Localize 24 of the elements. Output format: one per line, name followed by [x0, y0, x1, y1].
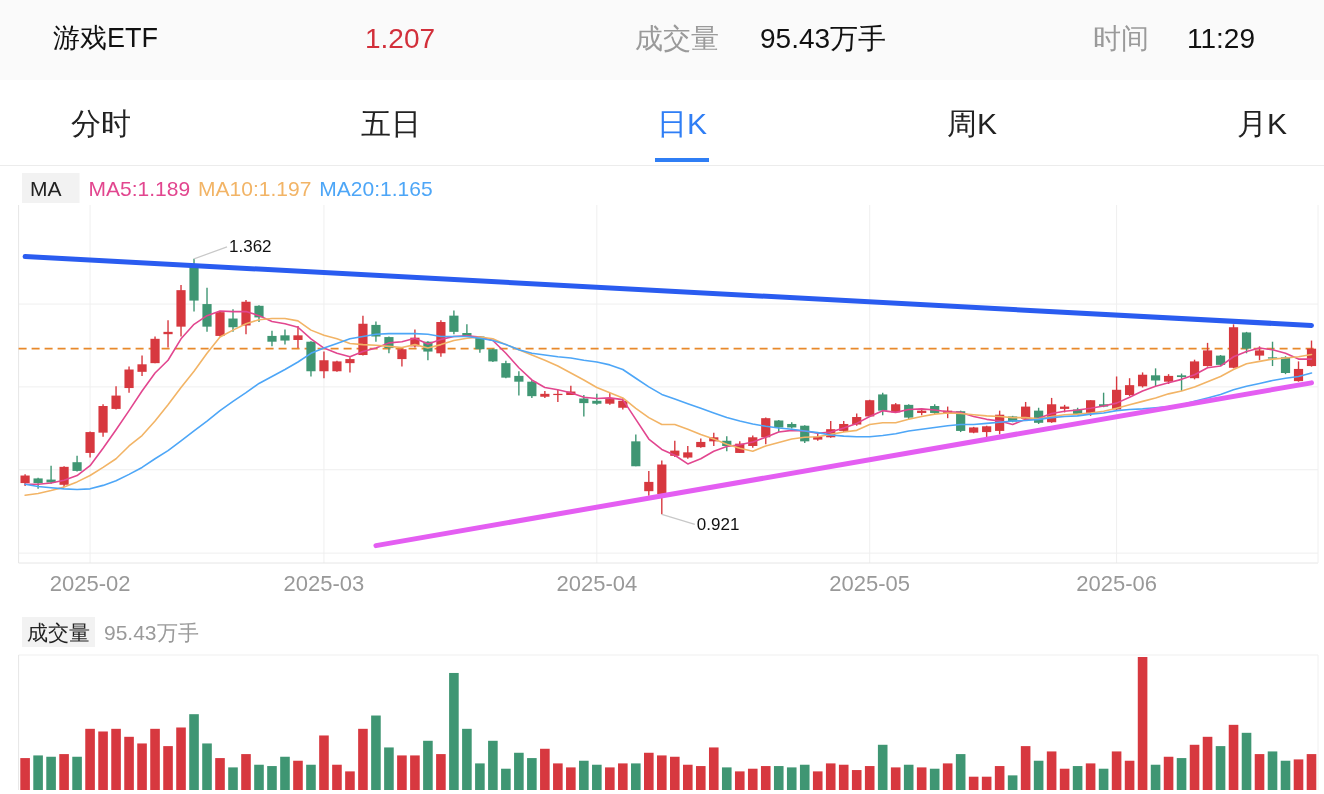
annotation: 周K [947, 106, 997, 140]
title: 游戏ETF [53, 23, 158, 53]
annotation: 日K [657, 106, 707, 140]
legend-title: MA [30, 176, 62, 200]
title: 成交量 [27, 620, 90, 644]
tick: 2025-06 [1076, 570, 1157, 596]
annotation: 时间 [1093, 22, 1149, 54]
annotation: 1.362 [229, 237, 272, 257]
annotation: 成交量 [635, 22, 719, 54]
annotation: 月K [1237, 106, 1287, 140]
tick: 2025-05 [829, 570, 911, 596]
annotation: 11:29 [1187, 22, 1255, 54]
legend-item: MA5:1.189 [88, 176, 191, 200]
legend-item: MA10:1.197 [198, 176, 312, 200]
annotation: 五日 [361, 106, 421, 140]
subtitle: 95.43万手 [104, 620, 199, 644]
tick: 2025-03 [283, 570, 365, 596]
annotation: 分时 [71, 106, 131, 140]
legend-item: MA20:1.165 [319, 176, 433, 200]
tick: 2025-02 [49, 570, 131, 596]
tick: 2025-04 [556, 570, 638, 596]
annotation: 0.921 [696, 514, 740, 534]
annotation: 1.207 [365, 22, 436, 54]
annotation: 95.43万手 [760, 22, 887, 54]
